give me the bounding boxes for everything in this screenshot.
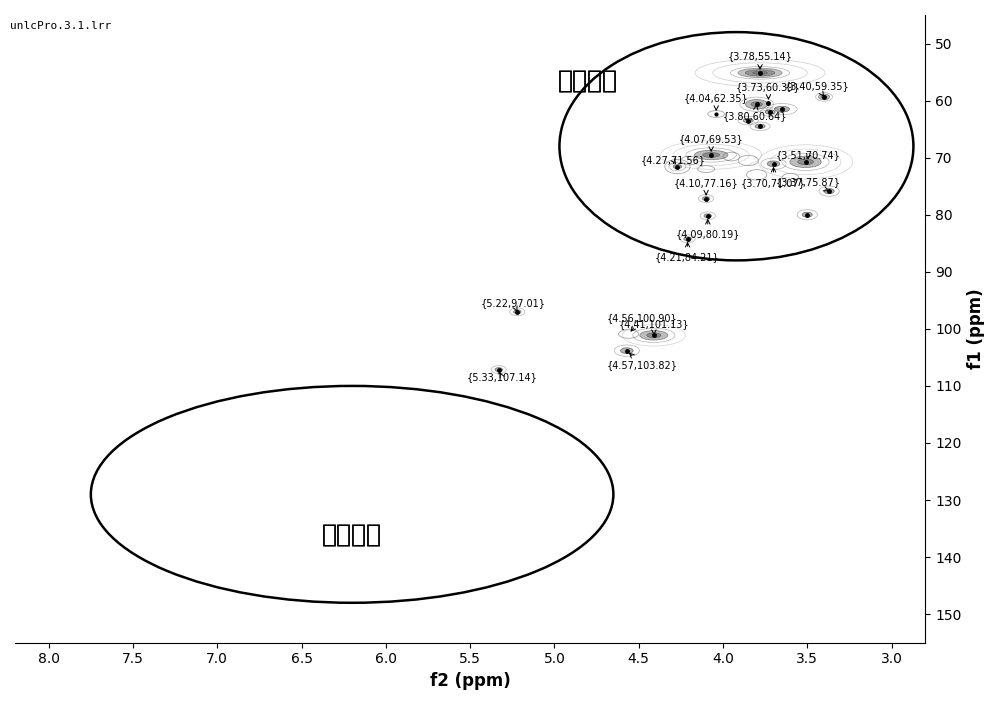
Text: {3.70,71.07}: {3.70,71.07} bbox=[741, 168, 806, 188]
Ellipse shape bbox=[684, 237, 691, 240]
Text: {4.56,100.90}: {4.56,100.90} bbox=[607, 313, 677, 331]
X-axis label: f2 (ppm): f2 (ppm) bbox=[430, 672, 510, 690]
Ellipse shape bbox=[765, 110, 775, 114]
Text: {4.41,101.13}: {4.41,101.13} bbox=[619, 319, 689, 335]
Ellipse shape bbox=[774, 106, 790, 112]
Ellipse shape bbox=[495, 367, 503, 372]
Ellipse shape bbox=[743, 118, 753, 123]
Ellipse shape bbox=[818, 94, 830, 99]
Text: {3.78,55.14}: {3.78,55.14} bbox=[728, 51, 792, 69]
Text: {4.27,71.56}: {4.27,71.56} bbox=[641, 156, 706, 166]
Ellipse shape bbox=[751, 102, 762, 106]
Text: {5.22,97.01}: {5.22,97.01} bbox=[481, 298, 546, 311]
Ellipse shape bbox=[673, 164, 682, 168]
Text: unlcPro.3.1.lrr: unlcPro.3.1.lrr bbox=[10, 21, 111, 31]
Text: {3.37,75.87}: {3.37,75.87} bbox=[776, 177, 841, 191]
Ellipse shape bbox=[821, 95, 827, 98]
Text: 脂肪族区: 脂肪族区 bbox=[558, 68, 618, 92]
Text: {3.73,60.39}: {3.73,60.39} bbox=[736, 82, 801, 99]
Text: {4.57,103.82}: {4.57,103.82} bbox=[607, 353, 678, 370]
Text: 芳香族区: 芳香族区 bbox=[322, 522, 382, 546]
Ellipse shape bbox=[790, 157, 821, 168]
Ellipse shape bbox=[621, 348, 633, 353]
Ellipse shape bbox=[824, 189, 834, 194]
Y-axis label: f1 (ppm): f1 (ppm) bbox=[967, 288, 985, 369]
Text: {4.07,69.53}: {4.07,69.53} bbox=[679, 134, 744, 151]
Text: {5.33,107.14}: {5.33,107.14} bbox=[467, 372, 538, 382]
Ellipse shape bbox=[703, 152, 720, 157]
Text: 脂肪族区: 脂肪族区 bbox=[558, 68, 618, 92]
Ellipse shape bbox=[753, 71, 767, 75]
Ellipse shape bbox=[755, 124, 765, 128]
Text: {4.09,80.19}: {4.09,80.19} bbox=[676, 220, 740, 240]
Text: {4.04,62.35}: {4.04,62.35} bbox=[684, 94, 749, 110]
Ellipse shape bbox=[767, 161, 780, 166]
Ellipse shape bbox=[514, 309, 521, 314]
Ellipse shape bbox=[745, 70, 775, 76]
Ellipse shape bbox=[702, 197, 710, 200]
Text: {3.80,60.64}: {3.80,60.64} bbox=[723, 105, 787, 121]
Text: 芳香族区: 芳香族区 bbox=[322, 522, 382, 546]
Ellipse shape bbox=[798, 159, 813, 165]
Ellipse shape bbox=[738, 68, 782, 78]
Ellipse shape bbox=[694, 150, 728, 160]
Ellipse shape bbox=[745, 99, 768, 109]
Ellipse shape bbox=[640, 331, 668, 340]
Ellipse shape bbox=[802, 212, 812, 217]
Text: {4.21,84.21}: {4.21,84.21} bbox=[655, 243, 720, 262]
Ellipse shape bbox=[704, 214, 712, 218]
Text: {3.40,59.35}: {3.40,59.35} bbox=[785, 81, 849, 97]
Text: {3.51,70.74}: {3.51,70.74} bbox=[776, 149, 841, 160]
Ellipse shape bbox=[647, 333, 661, 338]
Text: {4.10,77.16}: {4.10,77.16} bbox=[674, 178, 738, 195]
